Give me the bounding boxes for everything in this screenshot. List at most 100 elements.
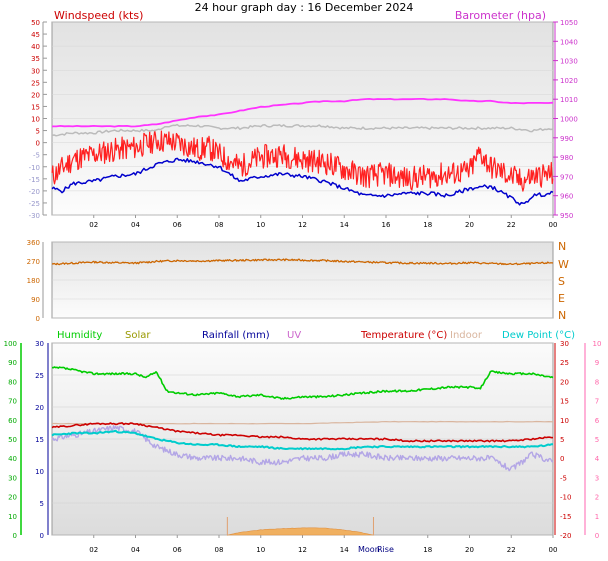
- humidity-tick-label: 60: [8, 417, 17, 425]
- uv-tick-label: 1: [595, 513, 599, 521]
- x-tick-label: 20: [465, 221, 474, 229]
- direction-tick-label: 270: [27, 258, 40, 266]
- chart-title: 24 hour graph day : 16 December 2024: [195, 1, 414, 14]
- rain-tick-label: 0: [40, 532, 44, 540]
- uv-tick-label: 4: [595, 455, 600, 463]
- moon-label: Moon: [358, 545, 380, 554]
- legend-item: Rainfall (mm): [202, 330, 270, 341]
- barometer-legend: Barometer (hpa): [455, 9, 546, 22]
- x-tick-label: 14: [340, 221, 349, 229]
- x-tick-label: 00: [549, 221, 558, 229]
- compass-label: E: [558, 292, 565, 305]
- windspeed-tick-label: 50: [31, 19, 40, 27]
- windspeed-tick-label: -20: [29, 188, 40, 196]
- windspeed-panel: Windspeed (kts) Barometer (hpa) 50454035…: [29, 9, 578, 229]
- compass-label: N: [558, 309, 566, 322]
- windspeed-tick-label: -25: [29, 200, 40, 208]
- windspeed-x-axis: 02 04 06 08 10 12 14 16 18 20 22 00: [89, 215, 557, 229]
- x-tick-label: 04: [131, 546, 140, 554]
- barometer-tick-label: 990: [560, 135, 573, 143]
- temp-tick-label: 30: [560, 340, 569, 348]
- temp-tick-label: 10: [560, 417, 569, 425]
- direction-tick-label: 360: [27, 239, 40, 247]
- windspeed-tick-label: 30: [31, 67, 40, 75]
- rain-tick-label: 30: [35, 340, 44, 348]
- humidity-tick-label: 80: [8, 378, 17, 386]
- windspeed-tick-label: -5: [33, 152, 40, 160]
- windspeed-tick-label: 40: [31, 43, 40, 51]
- uv-tick-label: 9: [595, 359, 599, 367]
- x-tick-label: 18: [423, 546, 432, 554]
- temp-tick-label: 25: [560, 359, 569, 367]
- windspeed-tick-label: 45: [31, 31, 40, 39]
- barometer-tick-label: 1030: [560, 58, 578, 66]
- legend-item: Dew Point (°C): [502, 330, 575, 341]
- windspeed-tick-label: -15: [29, 176, 40, 184]
- direction-tick-label: 180: [27, 277, 40, 285]
- windspeed-tick-label: 0: [36, 140, 40, 148]
- uv-tick-label: 10: [593, 340, 602, 348]
- x-tick-label: 02: [89, 546, 98, 554]
- temp-tick-label: -5: [560, 474, 567, 482]
- x-tick-label: 14: [340, 546, 349, 554]
- x-tick-label: 16: [382, 221, 391, 229]
- x-tick-label: 08: [215, 546, 224, 554]
- x-tick-label: 18: [423, 221, 432, 229]
- temp-reference-line: [51, 123, 554, 137]
- rain-tick-label: 5: [40, 500, 44, 508]
- windspeed-series: [51, 98, 554, 206]
- humidity-tick-label: 40: [8, 455, 17, 463]
- humidity-line: [51, 366, 554, 400]
- uv-tick-label: 6: [595, 417, 600, 425]
- direction-series: [51, 258, 554, 266]
- direction-tick-label: 90: [31, 296, 40, 304]
- direction-grid: [52, 241, 553, 319]
- uv-tick-label: 2: [595, 494, 599, 502]
- uv-tick-label: 5: [595, 436, 599, 444]
- windspeed-legend: Windspeed (kts): [54, 9, 143, 22]
- humidity-tick-label: 100: [4, 340, 17, 348]
- barometer-tick-label: 1050: [560, 19, 578, 27]
- temp-tick-label: 5: [560, 436, 564, 444]
- dewpoint-line: [51, 429, 553, 451]
- temperature-series: [51, 366, 554, 536]
- barometer-tick-label: 1020: [560, 77, 578, 85]
- barometer-tick-label: 1000: [560, 116, 578, 124]
- solar-area: [227, 527, 374, 536]
- humidity-tick-label: 10: [8, 513, 17, 521]
- x-tick-label: 20: [465, 546, 474, 554]
- compass-label: W: [558, 258, 569, 271]
- compass-label: S: [558, 275, 565, 288]
- rise-label: Rise: [377, 545, 394, 554]
- barometer-tick-label: 1040: [560, 38, 578, 46]
- windspeed-tick-label: 15: [31, 103, 40, 111]
- average-wind-line: [51, 157, 554, 206]
- x-tick-label: 00: [549, 546, 558, 554]
- temperature-line: [51, 422, 554, 443]
- temp-tick-label: -15: [560, 513, 571, 521]
- compass-label: N: [558, 240, 566, 253]
- x-tick-label: 02: [89, 221, 98, 229]
- windspeed-tick-label: 5: [36, 128, 40, 136]
- windspeed-tick-label: 10: [31, 116, 40, 124]
- temperature-x-axis: 02 04 06 08 10 12 14 18 20 22 00: [89, 535, 557, 554]
- humidity-tick-label: 90: [8, 359, 17, 367]
- barometer-tick-label: 950: [560, 212, 573, 220]
- legend-item: Solar: [125, 330, 151, 341]
- barometer-line: [52, 98, 554, 128]
- x-tick-label: 08: [215, 221, 224, 229]
- humidity-tick-label: 70: [8, 398, 17, 406]
- rain-tick-label: 25: [35, 372, 44, 380]
- x-tick-label: 12: [298, 221, 307, 229]
- x-tick-label: 10: [256, 546, 265, 554]
- barometer-tick-label: 1010: [560, 96, 578, 104]
- x-tick-label: 10: [256, 221, 265, 229]
- x-tick-label: 22: [507, 546, 516, 554]
- barometer-tick-label: 980: [560, 154, 573, 162]
- windspeed-tick-label: 20: [31, 91, 40, 99]
- x-tick-label: 06: [173, 221, 182, 229]
